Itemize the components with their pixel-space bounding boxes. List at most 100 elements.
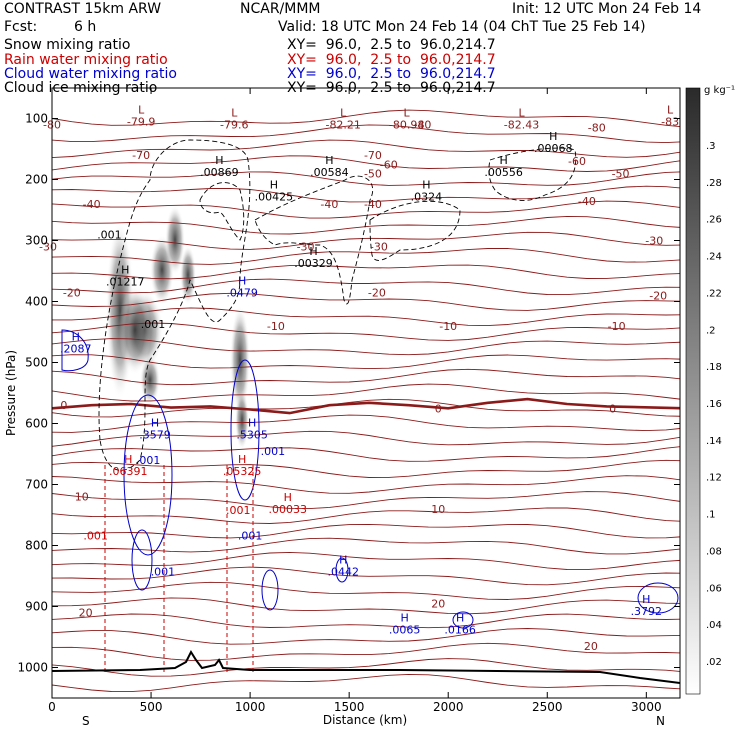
x-tick-label: 3000 — [631, 700, 662, 714]
extremum-value: .0166 — [444, 624, 476, 637]
temperature-contour — [52, 523, 680, 539]
x-tick-label: 0 — [48, 700, 56, 714]
colorbar-tick-label: .12 — [706, 473, 722, 484]
colorbar-unit: g kg⁻¹ — [704, 85, 735, 96]
extremum-value: .00584 — [310, 166, 349, 179]
temperature-contour — [52, 597, 680, 615]
extremum-marker: H — [400, 612, 408, 625]
extremum-marker: H — [270, 179, 278, 192]
extremum-value: -79.6 — [220, 119, 248, 132]
cloud-contours — [61, 139, 679, 675]
temperature-contour-label: -30 — [39, 241, 57, 254]
x-tick-label: 500 — [140, 700, 163, 714]
ice-contour — [199, 182, 245, 241]
y-axis-title: Pressure (hPa) — [4, 350, 18, 436]
extremum-value: .001 — [83, 530, 108, 543]
x-tick-label: 2500 — [532, 700, 563, 714]
temperature-contour — [52, 215, 680, 235]
extremum-value: .001 — [141, 318, 166, 331]
extremum-marker: H — [248, 416, 256, 429]
temperature-contour — [52, 446, 680, 462]
temperature-contour-label: -60 — [568, 155, 586, 168]
temperature-contour-label: -40 — [364, 198, 382, 211]
temperature-contour-label: -30 — [645, 235, 663, 248]
temperature-contour-label: 0 — [435, 402, 442, 415]
temperature-contour — [52, 368, 680, 386]
x-tick-label: 1000 — [235, 700, 266, 714]
cloud-water-contour — [131, 529, 153, 591]
ice-contour — [369, 200, 461, 261]
extremum-marker: H — [238, 274, 246, 287]
y-tick-label: 1000 — [17, 661, 48, 675]
temperature-contour-label: -20 — [649, 289, 667, 302]
temperature-contour-label: -20 — [63, 286, 81, 299]
temperature-contours — [52, 109, 680, 693]
extremum-value: .0479 — [226, 286, 258, 299]
temperature-contour — [52, 171, 680, 186]
extremum-marker: H — [238, 453, 246, 466]
extremum-marker: H — [325, 154, 333, 167]
colorbar-tick-label: .22 — [706, 288, 722, 299]
colorbar-tick-label: .06 — [706, 583, 722, 594]
y-tick-label: 900 — [25, 600, 48, 614]
cloud-water-contour — [230, 359, 260, 501]
extremum-marker: H — [215, 154, 223, 167]
extremum-marker: L — [404, 107, 411, 120]
extremum-value: .3579 — [139, 428, 171, 441]
y-tick-label: 300 — [25, 234, 48, 248]
temperature-contour — [52, 383, 680, 402]
colorbar-tick-label: .2 — [706, 325, 716, 336]
ice-contour — [488, 147, 577, 201]
y-tick-label: 800 — [25, 539, 48, 553]
temperature-contour — [52, 200, 680, 219]
extremum-marker: L — [667, 104, 674, 117]
x-axis-title: Distance (km) — [323, 713, 407, 727]
temperature-contour — [52, 414, 680, 433]
x-axis-north-label: N — [656, 714, 665, 728]
cloud-water-contour — [335, 557, 349, 583]
extremum-value: .00556 — [484, 166, 523, 179]
temperature-contour-label: -40 — [578, 195, 596, 208]
shading-blob — [180, 245, 196, 305]
extremum-value: -82.43 — [504, 119, 539, 132]
extremum-value: .01217 — [106, 275, 145, 288]
field-xy-snow: XY= 96.0, 2.5 to 96.0,214.7 — [287, 37, 496, 53]
temperature-contour-label: -70 — [364, 149, 382, 162]
temperature-contour — [52, 354, 680, 370]
extremum-marker: H — [549, 130, 557, 143]
temperature-contour — [52, 124, 680, 144]
field-name-rain: Rain water mixing ratio — [4, 52, 168, 68]
temperature-contour — [52, 398, 680, 418]
extremum-marker: H — [309, 245, 317, 258]
y-tick-label: 200 — [25, 173, 48, 187]
temperature-contour — [52, 155, 680, 172]
cloud-water-contour — [261, 569, 279, 611]
extremum-value: .001 — [261, 445, 286, 458]
temperature-contour — [52, 109, 680, 128]
extremum-value: .001 — [136, 454, 161, 467]
extremum-value: .3792 — [631, 605, 663, 618]
ice-contour — [254, 175, 373, 305]
org-label: NCAR/MMM — [240, 1, 321, 17]
temperature-contour-label: -50 — [612, 167, 630, 180]
temperature-contour-label: 20 — [79, 607, 93, 620]
extremum-marker: H — [456, 612, 464, 625]
temperature-contour-label: -40 — [320, 198, 338, 211]
temperature-contour — [52, 292, 680, 311]
freezing-level-line — [52, 397, 680, 415]
x-axis-south-label: S — [82, 714, 90, 728]
extremum-marker: H — [642, 593, 650, 606]
extremum-value: -82.21 — [325, 119, 360, 132]
colorbar-tick-label: .24 — [706, 252, 722, 263]
temperature-contour-label: -10 — [608, 320, 626, 333]
cloud-water-contour — [123, 394, 173, 556]
temperature-contour-label: -30 — [370, 241, 388, 254]
shading-blob — [235, 390, 249, 450]
extremum-value: -80.94 — [389, 119, 424, 132]
model-title: CONTRAST 15km ARW — [4, 1, 162, 17]
temperature-contour — [52, 278, 680, 296]
temperature-contour-label: -80 — [588, 122, 606, 135]
cloud-water-contour — [452, 611, 474, 629]
extremum-marker: L — [518, 107, 525, 120]
temperature-contour-label: 20 — [431, 597, 445, 610]
